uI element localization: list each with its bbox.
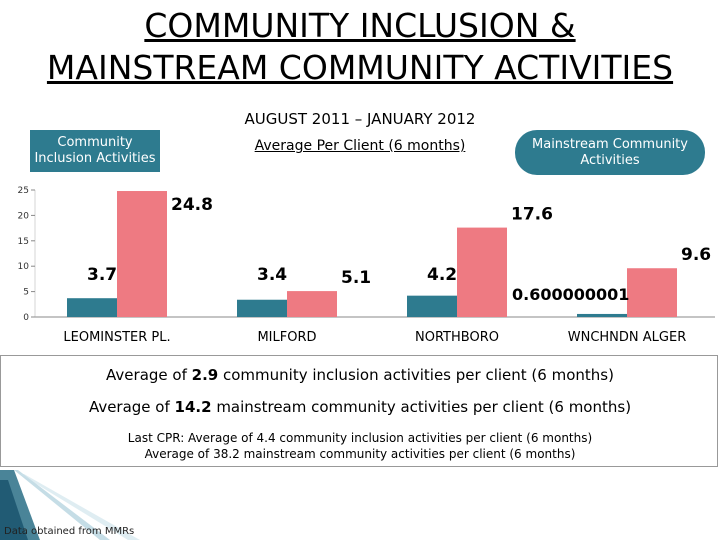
avg-community-inclusion: Average of 2.9 community inclusion activ… xyxy=(106,366,614,384)
y-tick-label: 15 xyxy=(18,237,29,247)
bar-community-inclusion xyxy=(577,313,627,317)
bar-mainstream xyxy=(627,268,677,317)
legend-community-inclusion-label: Community Inclusion Activities xyxy=(34,135,156,166)
period-subtitle: AUGUST 2011 – JANUARY 2012 xyxy=(244,110,476,128)
y-tick-label: 5 xyxy=(23,288,29,298)
legend-mainstream-label: Mainstream Community Activities xyxy=(532,136,688,168)
x-category-label: LEOMINSTER PL. xyxy=(63,330,170,345)
y-tick-label: 20 xyxy=(18,211,30,221)
avg-mainstream-value: 14.2 xyxy=(174,398,212,416)
bar-community-inclusion xyxy=(407,295,457,317)
bar-community-inclusion xyxy=(67,298,117,317)
last-cpr-line-2: Average of 38.2 mainstream community act… xyxy=(144,447,576,461)
per-client-label: Average Per Client (6 months) xyxy=(254,138,466,154)
title-line-1: COMMUNITY INCLUSION & xyxy=(144,6,576,45)
data-label: 24.8 xyxy=(171,195,213,215)
bar-chart: 25 20 15 10 5 0 3.7 24.8 LEOMINSTER PL. 3.4 5.1 MIL… xyxy=(18,186,715,345)
corner-decoration xyxy=(0,470,140,540)
bar-mainstream xyxy=(457,227,507,317)
legend-mainstream: Mainstream Community Activities xyxy=(515,130,705,175)
data-label: 3.4 xyxy=(257,265,287,285)
x-category-label: MILFORD xyxy=(257,330,316,345)
summary-box xyxy=(0,355,718,467)
y-tick-label: 10 xyxy=(18,262,30,272)
last-cpr-line-1: Last CPR: Average of 4.4 community inclu… xyxy=(127,431,593,445)
data-label: 5.1 xyxy=(341,268,371,288)
bar-community-inclusion xyxy=(237,299,287,317)
bar-mainstream xyxy=(117,191,167,317)
legend-community-inclusion: Community Inclusion Activities xyxy=(30,130,160,172)
y-tick-label: 0 xyxy=(23,313,29,323)
x-category-label: NORTHBORO xyxy=(415,330,499,345)
last-cpr-note: Last CPR: Average of 4.4 community inclu… xyxy=(0,430,720,462)
data-label: 9.6 xyxy=(681,245,711,265)
data-label-extra: 0.600000001 xyxy=(512,285,629,304)
data-label: 4.2 xyxy=(427,265,457,285)
x-category-label: WNCHNDN ALGER xyxy=(568,330,686,345)
y-tick-label: 25 xyxy=(18,186,29,196)
data-label: 17.6 xyxy=(511,205,553,225)
data-label: 3.7 xyxy=(87,265,117,285)
avg-community-inclusion-value: 2.9 xyxy=(191,366,219,384)
title-line-2: MAINSTREAM COMMUNITY ACTIVITIES xyxy=(46,48,674,87)
avg-mainstream: Average of 14.2 mainstream community act… xyxy=(88,398,632,416)
data-source-note: Data obtained from MMRs xyxy=(4,526,135,537)
bar-mainstream xyxy=(287,291,337,317)
